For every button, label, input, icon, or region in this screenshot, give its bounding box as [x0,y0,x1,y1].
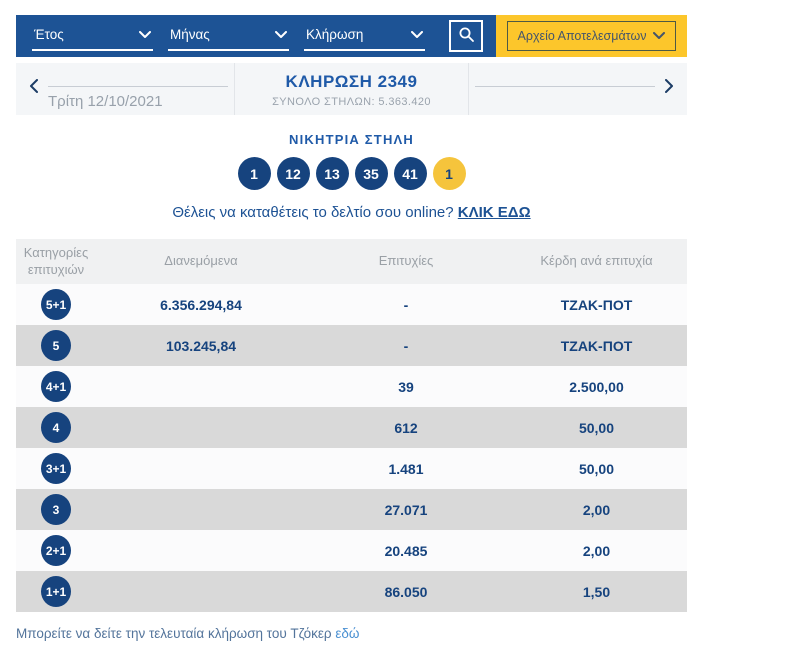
filters-blue-section: Έτος Μήνας Κλήρωση [16,15,496,57]
category-cell: 3+1 [16,453,96,484]
header-prize: Κέρδη ανά επιτυχία [540,253,653,269]
cta-text: Θέλεις να καταθέτεις το δελτίο σου onlin… [172,204,454,221]
winners-value: 20.485 [384,542,428,559]
footer-link[interactable]: εδώ [335,626,360,641]
search-button[interactable] [449,20,483,52]
next-draw-section [469,63,687,115]
winners-value: - [403,296,409,313]
prev-draw-section: Τρίτη 12/10/2021 [16,63,234,115]
table-row: 3 27.071 2,00 [16,489,687,530]
header-distributed: Διανεμόμενα [164,253,238,269]
winners-value: 39 [398,378,414,395]
prize-value: 50,00 [578,419,615,436]
table-body: 5+1 6.356.294,84 - ΤΖΑΚ-ΠΟΤ 5 103.245,84… [16,284,687,612]
prize-value: ΤΖΑΚ-ΠΟΤ [560,296,633,313]
table-row: 4 612 50,00 [16,407,687,448]
distributed-value: 6.356.294,84 [160,296,242,313]
winners-value: 86.050 [384,583,428,600]
winners-value: - [403,337,409,354]
category-cell: 4+1 [16,371,96,402]
table-row: 2+1 20.485 2,00 [16,530,687,571]
chevron-down-icon [275,26,287,44]
draw-dropdown-label: Κλήρωση [306,27,364,42]
category-ball: 4 [41,412,71,443]
table-row: 1+1 86.050 1,50 [16,571,687,612]
category-ball: 5 [41,330,71,361]
category-ball: 3+1 [41,453,71,484]
archive-results-button[interactable]: Αρχείο Αποτελεσμάτων [506,21,677,51]
chevron-right-icon [665,78,674,96]
category-ball: 4+1 [41,371,71,402]
filters-bar: Έτος Μήνας Κλήρωση Αρχείο Αποτελεσμάτων [16,15,687,57]
year-dropdown[interactable]: Έτος [32,22,153,51]
prev-draw-button[interactable] [25,78,42,96]
results-page: Έτος Μήνας Κλήρωση Αρχείο Αποτελεσμάτων [16,0,687,641]
winners-value: 1.481 [388,460,424,477]
table-row: 5+1 6.356.294,84 - ΤΖΑΚ-ΠΟΤ [16,284,687,325]
chevron-down-icon [139,26,151,44]
table-row: 3+1 1.481 50,00 [16,448,687,489]
draw-navigation: Τρίτη 12/10/2021 ΚΛΗΡΩΣΗ 2349 ΣΥΝΟΛΟ ΣΤΗ… [16,63,687,115]
next-draw-button[interactable] [661,78,678,96]
chevron-down-icon [411,26,423,44]
prize-value: 50,00 [578,460,615,477]
prize-value: 2,00 [582,501,611,518]
winning-number-ball: 41 [393,157,427,190]
winning-number-ball: 35 [354,157,388,190]
category-cell: 5+1 [16,289,96,320]
prize-value: 1,50 [582,583,611,600]
draw-date: Τρίτη 12/10/2021 [48,93,163,110]
category-ball: 5+1 [41,289,71,320]
joker-number-ball: 1 [432,157,466,190]
category-cell: 3 [16,494,96,525]
online-cta: Θέλεις να καταθέτεις το δελτίο σου onlin… [16,204,687,221]
winners-value: 612 [394,419,418,436]
chevron-left-icon [29,78,38,96]
category-ball: 1+1 [41,576,71,607]
prize-value: 2,00 [582,542,611,559]
filters-yellow-section: Αρχείο Αποτελεσμάτων [496,15,687,57]
month-dropdown-label: Μήνας [170,27,210,42]
draw-dropdown[interactable]: Κλήρωση [304,22,425,51]
divider-line [48,86,228,87]
header-categories: Κατηγορίες επιτυχιών [23,245,89,277]
footer-text: Μπορείτε να δείτε την τελευταία κλήρωση … [16,626,332,641]
archive-button-label: Αρχείο Αποτελεσμάτων [517,29,647,43]
category-cell: 1+1 [16,576,96,607]
category-ball: 2+1 [41,535,71,566]
chevron-down-icon [653,29,666,43]
table-row: 4+1 39 2.500,00 [16,366,687,407]
winning-number-ball: 12 [276,157,310,190]
category-cell: 2+1 [16,535,96,566]
winning-number-ball: 13 [315,157,349,190]
prev-draw-info: Τρίτη 12/10/2021 [48,79,228,115]
next-draw-info [475,79,655,115]
table-row: 5 103.245,84 - ΤΖΑΚ-ΠΟΤ [16,325,687,366]
table-header: Κατηγορίες επιτυχιών Διανεμόμενα Επιτυχί… [16,239,687,284]
cta-link[interactable]: ΚΛΙΚ ΕΔΩ [457,204,531,221]
current-draw-info: ΚΛΗΡΩΣΗ 2349 ΣΥΝΟΛΟ ΣΤΗΛΩΝ: 5.363.420 [234,63,469,115]
footer-note: Μπορείτε να δείτε την τελευταία κλήρωση … [16,626,687,641]
prize-value: 2.500,00 [569,378,624,395]
winners-value: 27.071 [384,501,428,518]
winning-column-heading: ΝΙΚΗΤΡΙΑ ΣΤΗΛΗ [289,132,414,147]
divider-line [475,86,655,87]
results-table: Κατηγορίες επιτυχιών Διανεμόμενα Επιτυχί… [16,239,687,612]
draw-total-columns: ΣΥΝΟΛΟ ΣΤΗΛΩΝ: 5.363.420 [272,96,431,108]
winning-numbers: 1 12 13 35 41 1 [16,157,687,190]
year-dropdown-label: Έτος [34,27,64,42]
category-ball: 3 [41,494,71,525]
header-winners: Επιτυχίες [378,253,434,269]
search-icon [458,26,475,46]
category-cell: 4 [16,412,96,443]
draw-title: ΚΛΗΡΩΣΗ 2349 [285,72,418,91]
category-cell: 5 [16,330,96,361]
month-dropdown[interactable]: Μήνας [168,22,289,51]
winning-number-ball: 1 [237,157,271,190]
prize-value: ΤΖΑΚ-ΠΟΤ [560,337,633,354]
distributed-value: 103.245,84 [165,337,237,354]
